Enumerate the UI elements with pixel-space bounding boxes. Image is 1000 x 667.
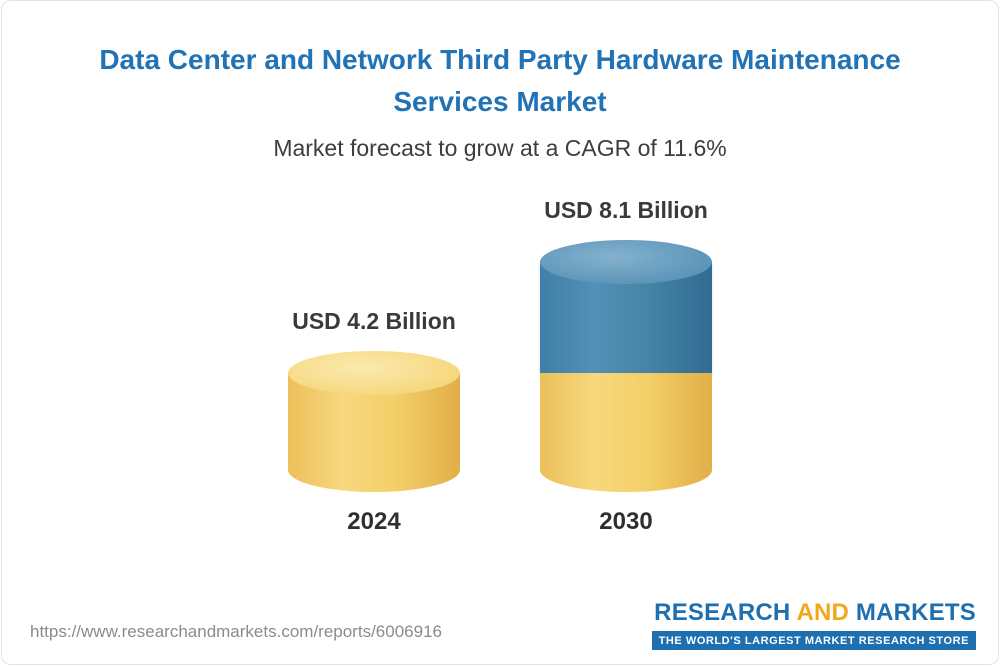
category-label-2030: 2030 [599, 508, 653, 535]
value-label-2030: USD 8.1 Billion [544, 197, 708, 223]
chart-area: USD 4.2 Billion 2024 USD 8.1 Billion 203… [2, 197, 998, 536]
category-label-2024: 2024 [347, 508, 401, 535]
cylinder-2030-top-ellipse [540, 240, 712, 284]
cylinder-2024 [288, 351, 460, 492]
cylinder-2030-base-segment [540, 373, 712, 492]
logo-tagline: THE WORLD'S LARGEST MARKET RESEARCH STOR… [651, 631, 976, 650]
logo-wordmark: RESEARCH AND MARKETS [652, 599, 976, 627]
chart-subtitle: Market forecast to grow at a CAGR of 11.… [273, 135, 727, 161]
report-url[interactable]: https://www.researchandmarkets.com/repor… [30, 622, 442, 641]
page-title: Data Center and Network Third Party Hard… [42, 39, 958, 123]
logo-word-research: RESEARCH [654, 599, 791, 626]
page-title-line1: Data Center and Network Third Party Hard… [99, 44, 901, 75]
logo-word-markets: MARKETS [855, 599, 976, 626]
value-label-2024: USD 4.2 Billion [292, 308, 456, 334]
page-title-line2: Services Market [393, 86, 607, 117]
research-and-markets-logo: RESEARCH AND MARKETS THE WORLD'S LARGEST… [651, 599, 976, 650]
cylinder-2024-top-ellipse [288, 351, 460, 395]
bar-group-2030: USD 8.1 Billion 2030 [540, 197, 712, 536]
cylinder-2030 [540, 240, 712, 492]
bar-group-2024: USD 4.2 Billion 2024 [288, 308, 460, 536]
logo-word-and: AND [796, 599, 850, 626]
